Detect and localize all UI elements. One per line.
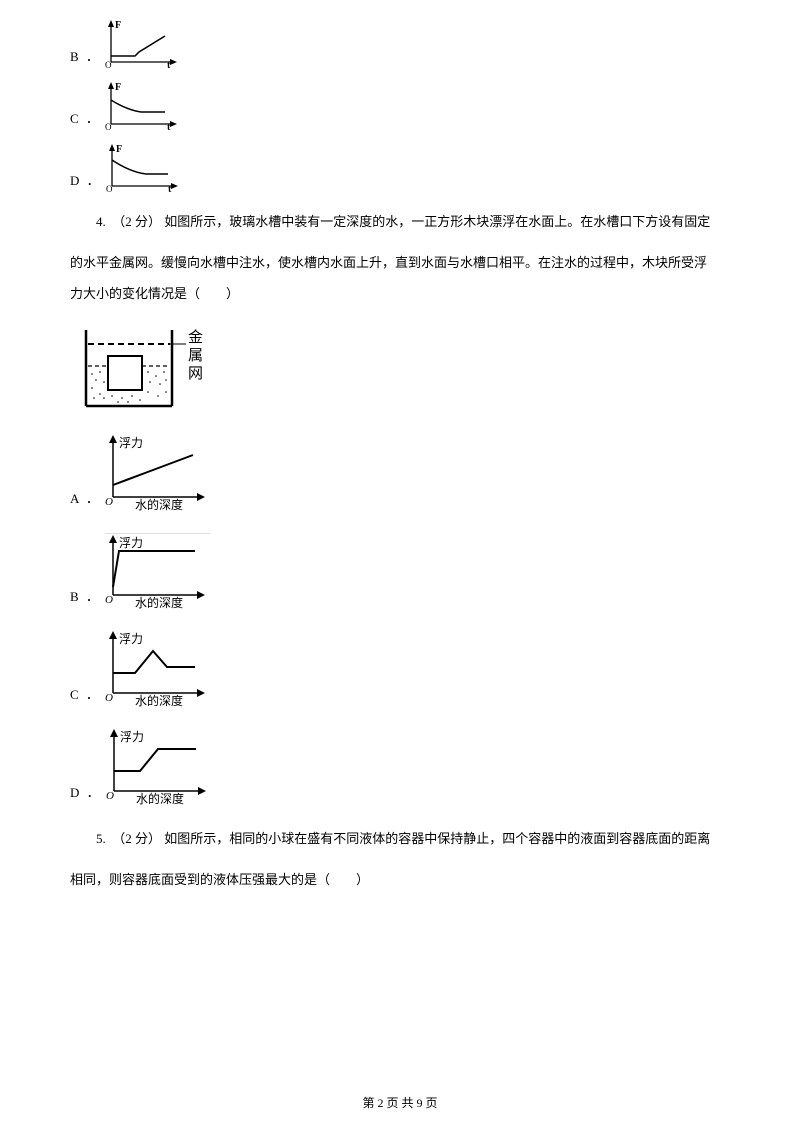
q3-option-D[interactable]: D ． F O t [70, 144, 730, 192]
q4-line1: 如图所示，玻璃水槽中装有一定深度的水，一正方形木块漂浮在水面上。在水槽口下方设有… [164, 214, 710, 229]
y-axis-label: F [116, 144, 122, 155]
q4-setup-diagram: 金 属 网 [78, 322, 730, 417]
graph-q4-C: 浮力 O 水的深度 [105, 631, 211, 707]
q5-number: 5. [96, 831, 106, 846]
q4-line2: 的水平金属网。缓慢向水槽中注水，使水槽内水面上升，直到水面与水槽口相平。在注水的… [70, 247, 730, 278]
option-label: A ． [70, 489, 101, 511]
y-axis-label: 浮力 [119, 536, 143, 550]
y-axis-label: F [115, 20, 121, 31]
graph-q4-D: 浮力 O 水的深度 [106, 729, 212, 805]
origin-label: O [105, 692, 113, 704]
option-label: B ． [70, 587, 101, 609]
q4-option-C[interactable]: C ． 浮力 O 水的深度 [70, 631, 730, 707]
y-axis-label: 浮力 [119, 632, 143, 646]
option-label: C ． [70, 109, 101, 131]
setup-label-1: 金 [188, 329, 203, 346]
q4-number: 4. [96, 214, 106, 229]
x-axis-label: 水的深度 [135, 497, 183, 511]
x-axis-label: 水的深度 [135, 595, 183, 609]
q4-points: （2 分） [112, 214, 161, 229]
y-axis-label: 浮力 [119, 436, 143, 450]
q4-option-D[interactable]: D ． 浮力 O 水的深度 [70, 729, 730, 805]
setup-label-2: 属 [188, 348, 203, 364]
graph-q3-C: F O t [105, 82, 179, 130]
q5-points: （2 分） [112, 831, 161, 846]
origin-label: O [105, 60, 112, 68]
option-label: C ． [70, 685, 101, 707]
q3-option-C[interactable]: C ． F O t [70, 82, 730, 130]
option-label: D ． [70, 783, 102, 805]
origin-label: O [105, 594, 113, 606]
graph-q4-B: 浮力 O 水的深度 [105, 533, 211, 609]
graph-q3-B: F O t [105, 20, 179, 68]
q3-option-B[interactable]: B ． F O t [70, 20, 730, 68]
origin-label: O [105, 496, 113, 508]
y-axis-label: F [115, 82, 121, 93]
graph-q4-A: 浮力 O 水的深度 [105, 435, 211, 511]
q5-line1: 如图所示，相同的小球在盛有不同液体的容器中保持静止，四个容器中的液面到容器底面的… [164, 831, 710, 846]
q4-option-B[interactable]: B ． 浮力 O 水的深度 [70, 533, 730, 609]
origin-label: O [105, 122, 112, 130]
option-label: D ． [70, 171, 102, 193]
origin-label: O [106, 184, 113, 192]
graph-q3-D: F O t [106, 144, 180, 192]
x-axis-label: 水的深度 [136, 791, 184, 805]
q4-option-A[interactable]: A ． 浮力 O 水的深度 [70, 435, 730, 511]
option-label: B ． [70, 47, 101, 69]
setup-label-3: 网 [188, 366, 203, 382]
q5-text: 5. （2 分） 如图所示，相同的小球在盛有不同液体的容器中保持静止，四个容器中… [70, 823, 730, 854]
x-axis-label: 水的深度 [135, 693, 183, 707]
page-footer: 第 2 页 共 9 页 [0, 1094, 800, 1112]
y-axis-label: 浮力 [120, 730, 144, 744]
q4-line3: 力大小的变化情况是（ ） [70, 278, 730, 309]
origin-label: O [106, 790, 114, 802]
q4-text: 4. （2 分） 如图所示，玻璃水槽中装有一定深度的水，一正方形木块漂浮在水面上… [70, 206, 730, 237]
q5-line2: 相同，则容器底面受到的液体压强最大的是（ ） [70, 864, 730, 895]
